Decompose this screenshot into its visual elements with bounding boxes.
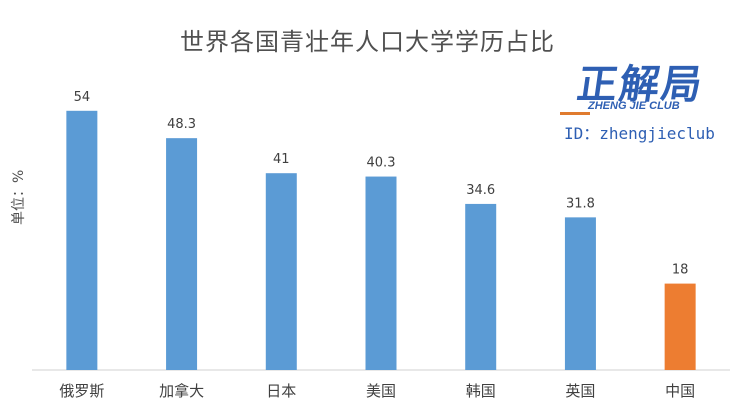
x-tick-label: 日本: [266, 382, 296, 400]
x-tick-label: 美国: [366, 382, 396, 400]
bar: [166, 138, 198, 370]
bar: [66, 110, 98, 371]
bar: [265, 173, 297, 370]
bar: [664, 283, 696, 370]
watermark-subtitle: ZHENG JIE CLUB: [588, 100, 680, 112]
chart-title: 世界各国青壮年人口大学学历占比: [180, 28, 555, 56]
data-label: 31.8: [566, 196, 595, 211]
x-tick-label: 加拿大: [159, 382, 204, 400]
x-tick-label: 中国: [665, 382, 695, 400]
bar: [465, 203, 497, 370]
data-label: 54: [74, 90, 91, 105]
data-label: 41: [273, 152, 290, 167]
bar: [564, 217, 596, 370]
watermark-logo: 正解局 ZHENG JIE CLUB ID：zhengjieclub: [560, 52, 730, 144]
data-label: 34.6: [466, 183, 495, 198]
x-tick-label: 俄罗斯: [59, 382, 104, 400]
watermark-accent-line: [560, 112, 590, 115]
x-tick-label: 韩国: [466, 382, 496, 400]
data-label: 18: [672, 263, 689, 278]
bar: [365, 176, 397, 370]
x-tick-label: 英国: [565, 382, 595, 400]
watermark-id: ID：zhengjieclub: [564, 124, 715, 143]
data-label: 48.3: [167, 117, 196, 132]
data-label: 40.3: [367, 156, 396, 171]
